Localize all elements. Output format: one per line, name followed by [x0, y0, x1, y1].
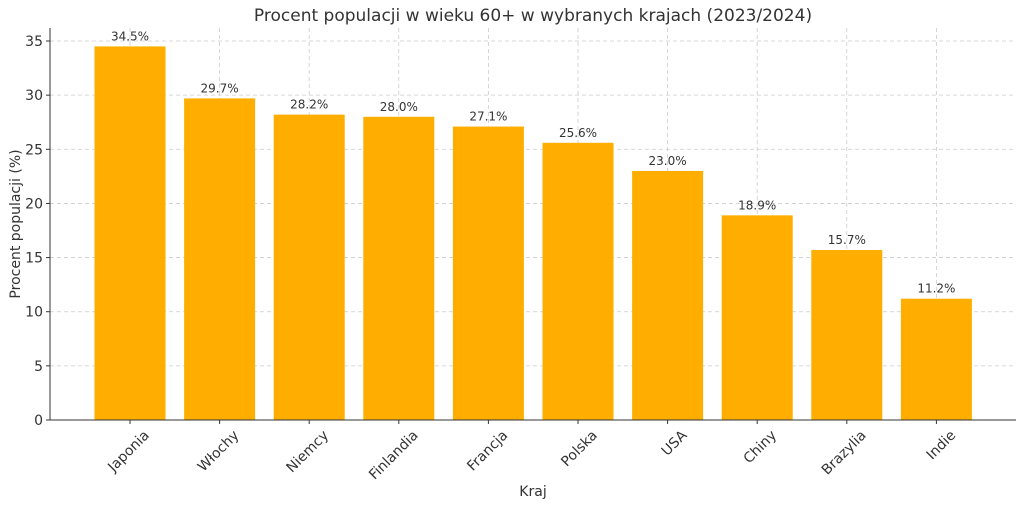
- y-tick-label: 10: [25, 305, 43, 321]
- y-tick-label: 25: [25, 142, 43, 158]
- bars-layer: [94, 46, 972, 421]
- x-tick-label: Francja: [464, 428, 511, 475]
- x-tick-label: Chiny: [741, 428, 780, 467]
- data-label: 25.6%: [559, 126, 597, 140]
- bar: [94, 46, 166, 420]
- bar: [721, 215, 793, 420]
- data-label: 23.0%: [649, 154, 687, 168]
- axes-layer: [49, 28, 1016, 421]
- data-label: 29.7%: [201, 81, 239, 95]
- bar: [363, 116, 435, 420]
- y-axis-label: Procent populacji (%): [8, 149, 24, 298]
- x-tick-label: Włochy: [195, 428, 243, 476]
- bar: [811, 249, 883, 420]
- x-tick-label: Polska: [558, 428, 601, 471]
- x-tick-label: Finlandia: [366, 428, 422, 484]
- y-tick-label: 5: [34, 359, 43, 375]
- x-ticks-layer: Japonia Włochy Niemcy Finlandia Francja Polsk…: [104, 420, 959, 483]
- x-tick-label: Indie: [924, 428, 960, 464]
- x-tick-label: USA: [659, 427, 691, 459]
- x-tick-label: Brazylia: [819, 428, 870, 479]
- y-tick-label: 30: [25, 88, 43, 104]
- y-tick-label: 20: [25, 196, 43, 212]
- bar: [900, 298, 972, 420]
- data-label: 28.2%: [290, 98, 328, 112]
- x-tick-label: Niemcy: [284, 428, 333, 477]
- x-axis-label: Kraj: [519, 484, 546, 500]
- data-label: 11.2%: [917, 282, 955, 296]
- bar: [632, 170, 704, 420]
- bar: [273, 114, 345, 421]
- y-tick-label: 0: [34, 413, 43, 429]
- y-ticks-layer: 0 5 10 15 20 25 30 35: [25, 34, 50, 429]
- y-tick-label: 15: [25, 251, 43, 267]
- chart-title: Procent populacji w wieku 60+ w wybranyc…: [254, 6, 812, 26]
- data-label: 15.7%: [828, 233, 866, 247]
- y-tick-label: 35: [25, 34, 43, 50]
- data-label: 18.9%: [738, 198, 776, 212]
- data-label: 34.5%: [111, 29, 149, 43]
- bar: [542, 142, 614, 420]
- bar: [184, 98, 256, 420]
- data-label: 27.1%: [469, 110, 507, 124]
- x-tick-label: Japonia: [104, 428, 152, 476]
- data-labels-layer: 34.5% 29.7% 28.2% 28.0% 27.1% 25.6% 23.0% 18.9%…: [111, 29, 956, 295]
- bar: [452, 126, 524, 420]
- data-label: 28.0%: [380, 100, 418, 114]
